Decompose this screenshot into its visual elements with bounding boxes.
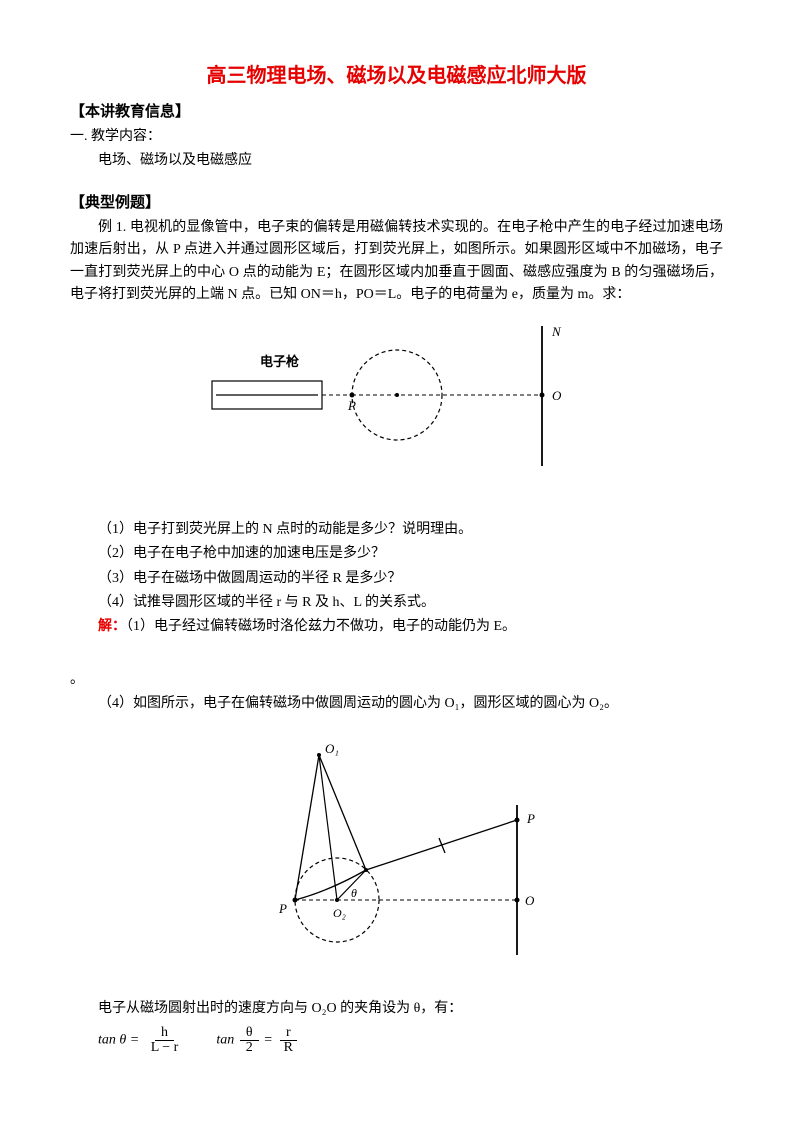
- label-p-left: P: [278, 901, 287, 916]
- question-1: （1）电子打到荧光屏上的 N 点时的动能是多少？说明理由。: [70, 519, 723, 541]
- teach-sub: 一. 教学内容：: [70, 126, 723, 148]
- example-text: 例 1. 电视机的显像管中，电子束的偏转是用磁偏转技术实现的。在电子枪中产生的电…: [70, 217, 723, 307]
- formula-1-left: tan θ =: [98, 1033, 139, 1048]
- label-o: O: [552, 388, 562, 403]
- teach-content: 电场、磁场以及电磁感应: [70, 150, 723, 172]
- answer-1: 解：（1）电子经过偏转磁场时洛伦兹力不做功，电子的动能仍为 E。: [70, 616, 723, 638]
- answer-1-text: （1）电子经过偏转磁场时洛伦兹力不做功，电子的动能仍为 E。: [126, 619, 516, 634]
- formula-2: tan θ 2 = r R: [216, 1026, 301, 1055]
- label-p-right: P: [526, 811, 535, 826]
- label-o1: O₁: [325, 741, 339, 756]
- formula-2b-den: R: [278, 1041, 299, 1055]
- final-text: 电子从磁场圆射出时的速度方向与 O₂O 的夹角设为 θ，有：: [70, 998, 723, 1020]
- answer-label: 解：: [98, 619, 126, 634]
- formula-1-den: L − r: [145, 1041, 185, 1055]
- question-3: （3）电子在磁场中做圆周运动的半径 R 是多少？: [70, 568, 723, 590]
- label-o2: O₂: [333, 906, 346, 920]
- formula-2-tan: tan: [216, 1033, 234, 1048]
- formula-1-num: h: [155, 1026, 174, 1041]
- formula-2a-num: θ: [240, 1026, 259, 1041]
- label-p: P: [347, 398, 356, 413]
- formula-2a-den: 2: [240, 1041, 259, 1055]
- dot-marker: 。: [70, 669, 723, 691]
- formula-2b-num: r: [280, 1026, 297, 1041]
- gun-label: 电子枪: [260, 354, 299, 369]
- label-theta: θ: [351, 886, 357, 900]
- answer-4: （4）如图所示，电子在偏转磁场中做圆周运动的圆心为 O₁，圆形区域的圆心为 O₂…: [70, 693, 723, 715]
- page-title: 高三物理电场、磁场以及电磁感应北师大版: [70, 60, 723, 92]
- formula-1: tan θ = h L − r: [98, 1026, 186, 1055]
- question-4: （4）试推导圆形区域的半径 r 与 R 及 h、L 的关系式。: [70, 592, 723, 614]
- figure-2: O₂ P O P O₁ θ: [70, 735, 723, 973]
- formula-row: tan θ = h L − r tan θ 2 = r R: [98, 1026, 723, 1055]
- section-1-heading: 【本讲教育信息】: [70, 100, 723, 124]
- figure-1: 电子枪 P O N: [70, 326, 723, 494]
- label-o-fig2: O: [525, 893, 535, 908]
- formula-2-eq: =: [264, 1033, 272, 1048]
- label-n: N: [551, 326, 562, 339]
- question-2: （2）电子在电子枪中加速的加速电压是多少？: [70, 543, 723, 565]
- section-2-heading: 【典型例题】: [70, 191, 723, 215]
